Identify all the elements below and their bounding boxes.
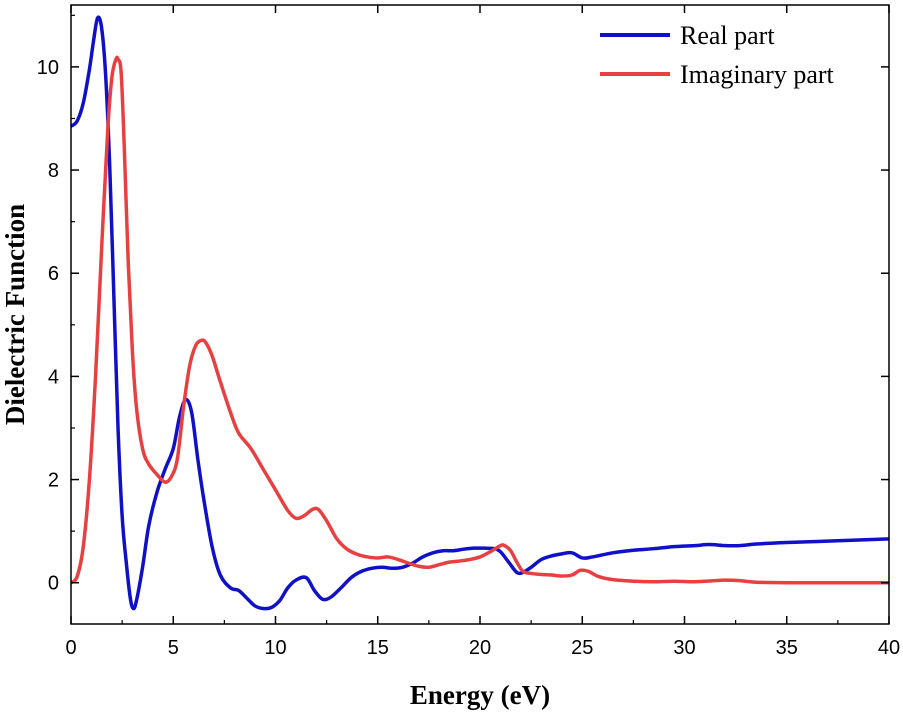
x-tick-label: 15: [367, 637, 389, 659]
y-tick-label: 8: [48, 160, 59, 182]
x-tick-label: 0: [65, 637, 76, 659]
series-line-imaginary-part: [71, 55, 889, 585]
y-tick-label: 10: [37, 57, 59, 79]
x-tick-label: 20: [469, 637, 491, 659]
y-tick-label: 6: [48, 263, 59, 285]
series-line-real-part: [71, 15, 889, 611]
x-tick-label: 40: [878, 637, 900, 659]
plot-frame: [70, 4, 890, 625]
y-tick-label: 2: [48, 470, 59, 492]
x-tick-label: 35: [776, 637, 798, 659]
y-tick-label: 0: [48, 573, 59, 595]
x-tick-label: 25: [571, 637, 593, 659]
x-tick-label: 5: [168, 637, 179, 659]
x-tick-label: 30: [673, 637, 695, 659]
y-axis: 0 2 4 6 8 10: [37, 14, 889, 595]
y-tick-label: 4: [48, 366, 59, 388]
y-axis-title: Dielectric Function: [0, 204, 30, 425]
x-axis: 0 5 10 15 20 25 30 35 40: [65, 5, 900, 659]
series-layer: [71, 15, 889, 611]
legend: Real part Imaginary part: [600, 21, 835, 89]
legend-label-imaginary-part: Imaginary part: [680, 60, 835, 89]
legend-label-real-part: Real part: [680, 21, 775, 50]
x-tick-label: 10: [264, 637, 286, 659]
x-axis-title: Energy (eV): [410, 680, 550, 710]
